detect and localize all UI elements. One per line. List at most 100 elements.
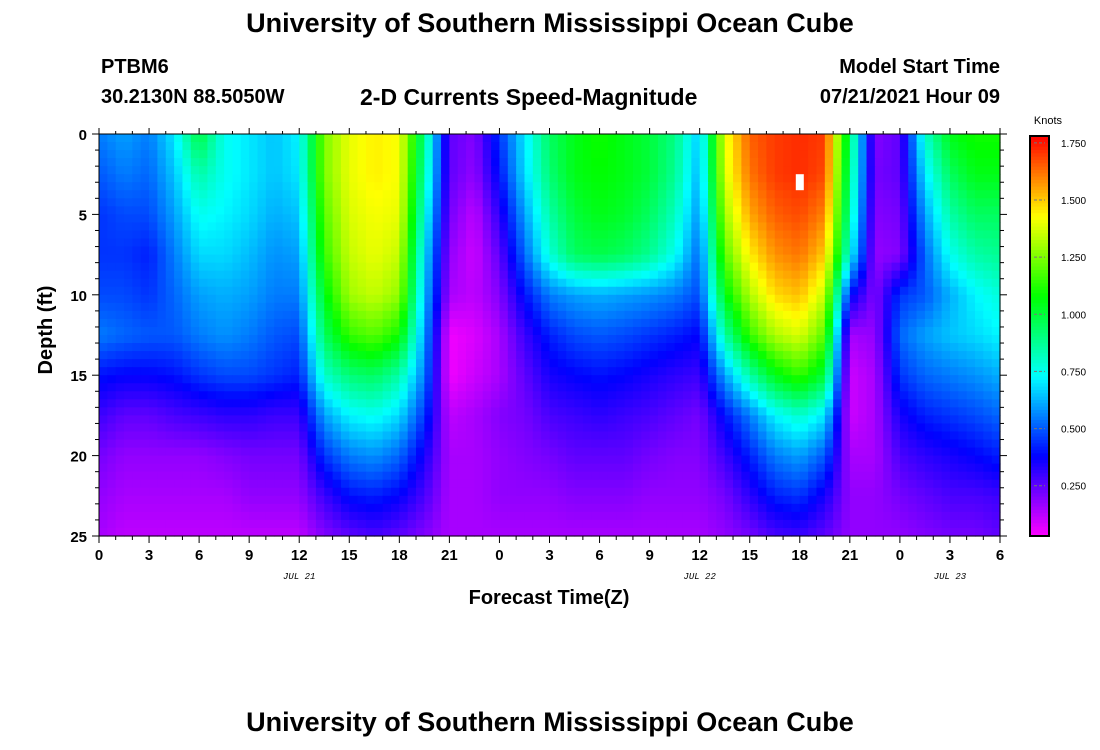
heatmap-cell [541, 254, 551, 264]
heatmap-cell [365, 391, 375, 400]
heatmap-cell [933, 479, 943, 489]
heatmap-cell [599, 238, 609, 248]
heatmap-cell [874, 222, 884, 232]
heatmap-cell [424, 375, 434, 384]
heatmap-cell [499, 142, 509, 151]
heatmap-cell [482, 367, 492, 376]
heatmap-cell [708, 190, 717, 199]
heatmap-cell [766, 391, 776, 400]
heatmap-cell [332, 343, 342, 352]
heatmap-cell [182, 407, 192, 416]
heatmap-cell [749, 455, 759, 465]
heatmap-cell [432, 415, 442, 425]
heatmap-cell [449, 335, 459, 344]
heatmap-cell [324, 310, 334, 320]
heatmap-cell [649, 278, 659, 288]
heatmap-cell [874, 351, 884, 360]
heatmap-cell [432, 391, 442, 400]
heatmap-cell [132, 431, 142, 441]
heatmap-cell [816, 391, 826, 400]
heatmap-cell [499, 399, 509, 408]
heatmap-cell [382, 495, 392, 505]
heatmap-cell [983, 335, 993, 344]
heatmap-cell [849, 471, 859, 481]
heatmap-cell [749, 351, 759, 360]
heatmap-cell [708, 278, 717, 288]
heatmap-cell [374, 190, 384, 199]
heatmap-cell [132, 479, 142, 489]
heatmap-cell [541, 447, 551, 457]
heatmap-cell [741, 190, 751, 199]
heatmap-cell [240, 503, 250, 513]
heatmap-cell [824, 270, 834, 280]
heatmap-cell [424, 310, 434, 320]
heatmap-cell [399, 134, 409, 143]
heatmap-cell [791, 351, 801, 360]
heatmap-cell [641, 294, 651, 304]
heatmap-cell [624, 286, 634, 296]
heatmap-cell [349, 230, 359, 240]
heatmap-cell [257, 166, 267, 175]
heatmap-cell [858, 423, 868, 433]
heatmap-cell [682, 487, 692, 497]
heatmap-cell [491, 495, 501, 505]
heatmap-cell [482, 351, 492, 360]
heatmap-cell [933, 294, 943, 304]
heatmap-cell [699, 375, 709, 384]
heatmap-cell [849, 214, 859, 224]
heatmap-cell [841, 214, 851, 224]
heatmap-cell [866, 359, 876, 368]
heatmap-cell [991, 471, 1001, 481]
heatmap-cell [632, 150, 642, 159]
heatmap-cell [174, 487, 184, 497]
heatmap-cell [941, 158, 951, 167]
heatmap-cell [699, 415, 709, 425]
heatmap-cell [574, 399, 584, 408]
heatmap-cell [574, 270, 584, 280]
heatmap-cell [791, 479, 801, 489]
heatmap-cell [132, 351, 142, 360]
heatmap-cell [916, 174, 926, 183]
heatmap-cell [966, 278, 976, 288]
heatmap-cell [682, 343, 692, 352]
heatmap-cell [474, 351, 484, 360]
heatmap-cell [566, 182, 576, 191]
heatmap-cell [149, 463, 158, 473]
heatmap-cell [899, 343, 909, 352]
heatmap-cell [974, 431, 984, 441]
heatmap-cell [557, 343, 567, 352]
heatmap-cell [641, 455, 651, 465]
heatmap-cell [307, 278, 317, 288]
heatmap-cell [791, 383, 801, 392]
heatmap-cell [474, 182, 484, 191]
heatmap-cell [783, 318, 793, 328]
heatmap-cell [666, 214, 676, 224]
heatmap-cell [115, 447, 125, 457]
heatmap-cell [307, 343, 317, 352]
heatmap-cell [157, 503, 167, 513]
heatmap-cell [274, 495, 284, 505]
heatmap-cell [933, 343, 943, 352]
heatmap-cell [941, 399, 951, 408]
heatmap-cell [691, 198, 701, 207]
heatmap-cell [491, 302, 501, 312]
heatmap-cell [124, 318, 133, 328]
heatmap-cell [774, 439, 784, 449]
heatmap-cell [783, 134, 793, 143]
heatmap-cell [557, 246, 567, 256]
heatmap-cell [908, 158, 918, 167]
heatmap-cell [340, 206, 350, 215]
heatmap-cell [207, 150, 217, 159]
heatmap-cell [157, 375, 167, 384]
heatmap-cell [340, 335, 350, 344]
heatmap-cell [491, 479, 501, 489]
heatmap-cell [99, 166, 108, 175]
heatmap-cell [274, 230, 284, 240]
heatmap-cell [557, 158, 567, 167]
heatmap-cell [749, 294, 759, 304]
heatmap-cell [165, 278, 175, 288]
heatmap-cell [499, 238, 509, 248]
heatmap-cell [774, 375, 784, 384]
heatmap-cell [791, 487, 801, 497]
heatmap-cell [132, 326, 142, 336]
